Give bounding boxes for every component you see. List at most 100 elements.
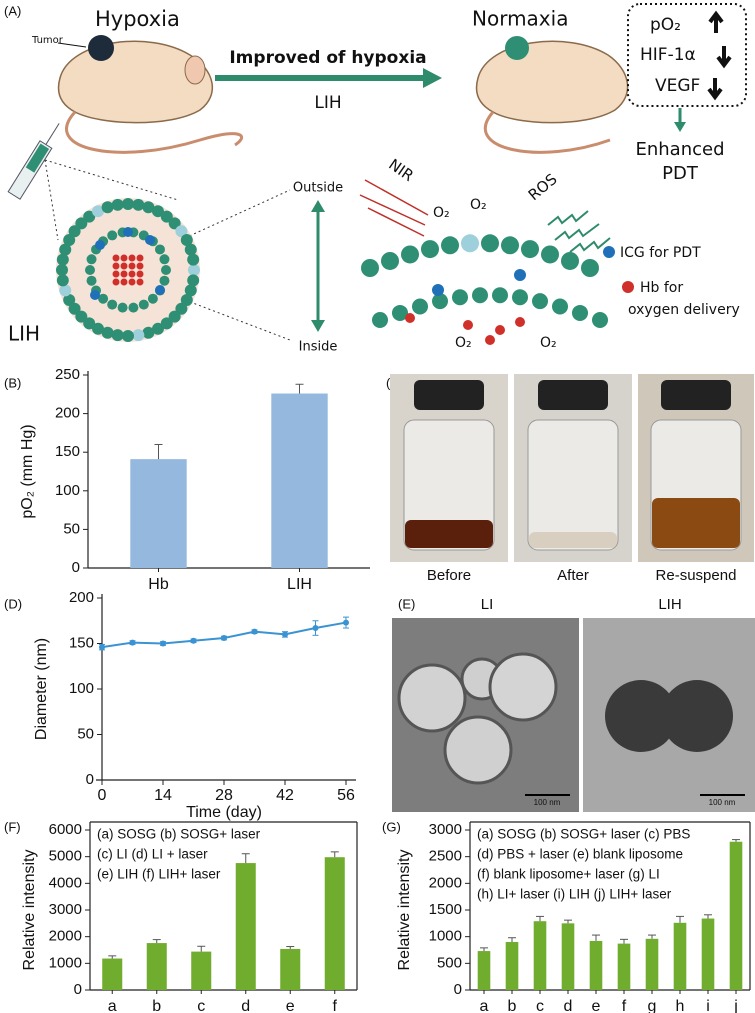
y-tick-label: 50 [77,725,94,742]
x-tick-label: a [108,998,117,1013]
x-tick-label: 42 [276,787,294,804]
x-tick-label: d [241,998,250,1013]
lipid-head [581,259,599,277]
lipid-head [107,230,118,241]
vesicle [443,715,513,785]
o2-label: O₂ [470,197,487,213]
bar [477,951,491,990]
lipid-head [117,302,128,313]
vesicle [397,663,467,733]
error-bar [154,443,163,460]
x-tick-label: e [592,998,601,1013]
annotation: (f) blank liposome+ laser (g) LI [477,867,660,882]
bar [589,940,603,990]
lipid-head [572,304,588,321]
hb [128,270,136,278]
lipid-head [184,243,197,256]
y-tick-label: 2000 [429,874,462,891]
lipid-head [159,275,170,286]
lipid-head [68,225,81,238]
effect-label: VEGF [655,76,700,96]
hb [515,317,525,327]
x-tick-label: 14 [154,787,172,804]
lipid-head [401,245,419,264]
panel-c: (C) Before After Re-suspend [386,374,754,584]
lipid-head [159,254,170,265]
outside-label: Outside [293,181,343,196]
error-bar [508,937,516,942]
y-tick-label: 5000 [49,848,82,865]
o2-label: O₂ [540,335,557,351]
panel-label: (F) [4,819,21,834]
down-arrow [716,46,732,69]
error-bar [564,919,572,924]
y-tick-label: 100 [69,680,94,697]
error-bar [330,851,339,858]
annotation: (e) LIH (f) LIH+ laser [97,867,221,882]
result-label: PDT [662,163,699,184]
mouse [475,40,629,124]
y-tick-label: 0 [454,981,462,998]
lipid-head [101,201,114,214]
lipid-head [86,254,97,265]
x-tick-label: h [676,998,685,1013]
lipid-head [154,244,165,255]
vial-liquid [529,532,617,548]
lipid-head [168,310,181,323]
lipid-head [128,302,139,313]
arrow-label: LIH [314,93,341,113]
scale-label: 100 nm [534,798,561,807]
lipid-head [361,259,379,277]
icg [155,285,165,295]
lipid-head [63,293,76,306]
legend-icon [603,246,615,258]
bar [271,393,328,568]
lipid-head [461,234,479,253]
down-arrow [707,78,723,101]
error-bar [295,383,304,394]
hb [128,278,136,286]
vial-body [403,419,495,551]
legend-label: ICG for PDT [620,245,701,261]
hb [112,270,120,278]
lipid-head [59,284,72,297]
vial-liquid [405,520,493,548]
hb [112,254,120,262]
panel-label: (D) [4,596,22,611]
lipid-head [492,287,508,304]
bar [130,459,187,568]
lipid-head [142,326,155,339]
error-bar [312,620,319,636]
error-bar [160,641,166,646]
bar [280,948,301,990]
bar [729,841,743,990]
lipid-head [68,302,81,315]
annotation: (d) PBS + laser (e) blank liposome [477,847,683,862]
lipid-head [592,312,608,328]
bar [533,921,547,990]
lipid-head [421,240,439,259]
lipid-head [132,198,145,211]
lipid-head [180,234,193,247]
zoom-line [44,159,59,241]
y-tick-label: 3000 [429,821,462,838]
hb [405,313,415,323]
halo [56,198,200,342]
lipid-head [56,274,69,287]
bar [701,918,715,990]
lipid-head [142,201,155,214]
bar [673,922,687,990]
normaxia-label: Normaxia [472,7,568,31]
hb [463,320,473,330]
bar [191,951,212,990]
error-bar [536,915,544,922]
y-tick-label: 500 [437,954,462,971]
y-axis-label: Relative intensity [21,850,38,971]
tumor-label: Tumor [31,35,64,46]
annotation: (a) SOSG (b) SOSG+ laser (c) PBS [477,827,690,842]
lipid-head [147,293,158,304]
lipid-head [512,289,528,306]
lipid-head [521,240,539,259]
lipid-head [101,326,114,339]
